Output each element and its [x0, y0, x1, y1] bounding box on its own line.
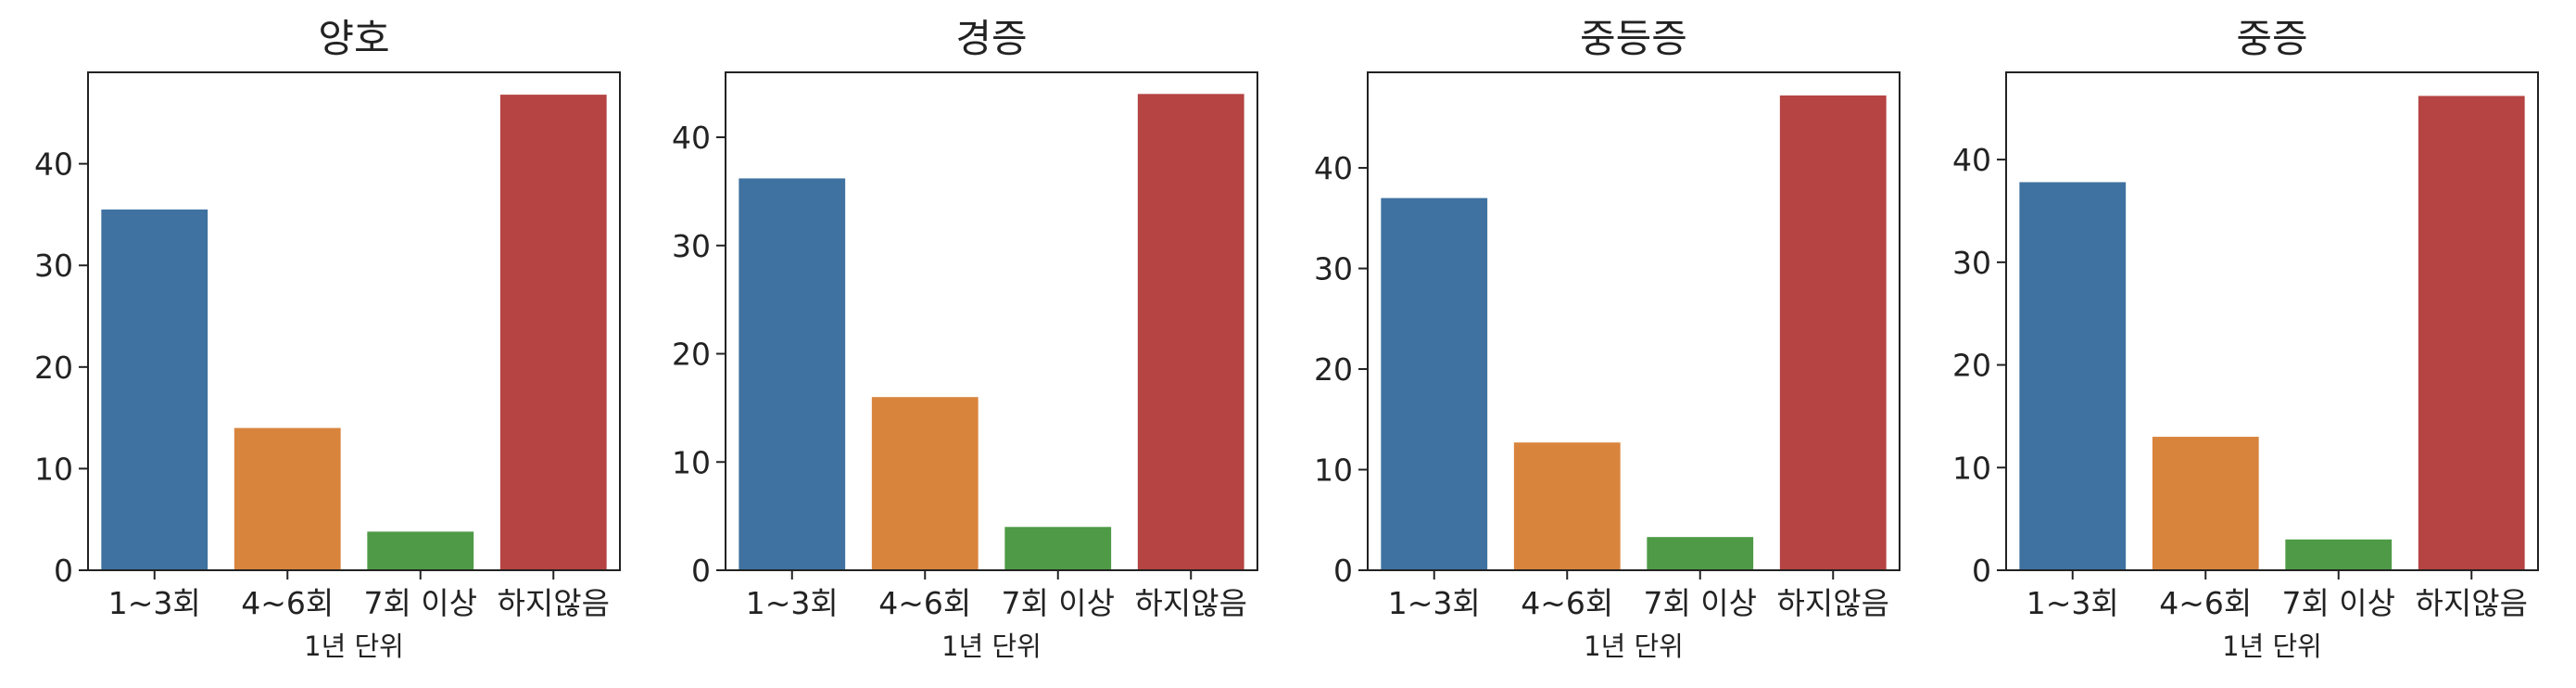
y-tick-label: 20	[1952, 348, 1991, 384]
x-tick-label: 4~6회	[241, 585, 334, 621]
bar-2	[1513, 442, 1621, 570]
y-tick-label: 40	[1314, 150, 1353, 186]
y-tick-label: 20	[34, 350, 73, 386]
x-axis-label: 1년 단위	[941, 631, 1042, 662]
x-tick-label: 4~6회	[2159, 585, 2252, 621]
bar-4	[1137, 94, 1244, 570]
y-tick-label: 10	[672, 444, 711, 480]
x-axis-label: 1년 단위	[304, 631, 404, 662]
bar-2	[234, 427, 341, 570]
chart-panel-4: 중증 0 10 20 30 40 1~3회 4~6회 7회 이상 하지않음 1년 단위	[1952, 16, 2539, 662]
y-tick-label: 20	[672, 337, 711, 373]
bar-1	[1381, 197, 1488, 570]
y-tick-label: 0	[1333, 553, 1353, 589]
plot-frame	[2005, 71, 2539, 571]
x-tick-label: 7회 이상	[363, 585, 477, 621]
bar-4	[1779, 95, 1887, 570]
x-tick-label: 7회 이상	[1643, 585, 1757, 621]
y-tick-label: 0	[1972, 553, 1991, 589]
bar-1	[101, 209, 208, 570]
x-tick-label: 1~3회	[746, 585, 839, 621]
bar-2	[871, 397, 979, 570]
y-tick-label: 30	[34, 248, 73, 284]
chart-panel-1: 양호 0 10 20 30 40 1~3회 4~6회 7회 이상 하지않음 1년 단위	[34, 16, 621, 662]
bar-3	[1004, 527, 1112, 570]
chart-title: 중증	[2236, 16, 2307, 61]
bar-3	[1647, 537, 1754, 570]
bar-2	[2152, 437, 2259, 570]
y-tick-label: 40	[34, 147, 73, 183]
chart-title: 경증	[955, 16, 1027, 61]
y-tick-label: 20	[1314, 351, 1353, 388]
y-tick-label: 30	[1314, 251, 1353, 287]
x-tick-label: 7회 이상	[1001, 585, 1115, 621]
y-tick-label: 30	[672, 228, 711, 264]
x-tick-label: 1~3회	[2027, 585, 2119, 621]
x-tick-label: 하지않음	[498, 585, 610, 621]
bar-3	[367, 531, 474, 570]
y-tick-label: 10	[34, 451, 73, 487]
y-tick-label: 10	[1314, 452, 1353, 489]
plot-frame	[1367, 71, 1900, 571]
y-tick-label: 40	[672, 120, 711, 156]
x-tick-label: 하지않음	[1777, 585, 1889, 621]
chart-panel-2: 경증 0 10 20 30 40 1~3회 4~6회 7회 이상 하지않음 1년 단위	[672, 16, 1258, 662]
y-tick-label: 30	[1952, 245, 1991, 281]
y-tick-label: 10	[1952, 450, 1991, 486]
bar-1	[739, 178, 846, 570]
bar-4	[499, 95, 607, 570]
chart-title: 양호	[318, 16, 389, 61]
x-axis-label: 1년 단위	[1584, 631, 1684, 662]
x-tick-label: 1~3회	[1388, 585, 1481, 621]
x-tick-label: 하지않음	[2416, 585, 2528, 621]
bar-1	[2019, 182, 2127, 570]
x-tick-label: 4~6회	[1521, 585, 1613, 621]
y-tick-label: 0	[691, 553, 711, 589]
plot-frame	[87, 71, 621, 571]
x-tick-label: 하지않음	[1135, 585, 1247, 621]
bar-4	[2418, 96, 2525, 571]
y-tick-label: 0	[54, 553, 73, 589]
plot-frame	[725, 71, 1258, 571]
x-axis-label: 1년 단위	[2222, 631, 2322, 662]
chart-panel-3: 중등증 0 10 20 30 40 1~3회 4~6회 7회 이상 하지않음 1년 단위	[1314, 16, 1900, 662]
y-tick-label: 40	[1952, 142, 1991, 178]
bar-3	[2285, 539, 2393, 570]
x-tick-label: 7회 이상	[2281, 585, 2395, 621]
x-tick-label: 4~6회	[878, 585, 971, 621]
chart-title: 중등증	[1580, 16, 1687, 61]
x-tick-label: 1~3회	[108, 585, 201, 621]
